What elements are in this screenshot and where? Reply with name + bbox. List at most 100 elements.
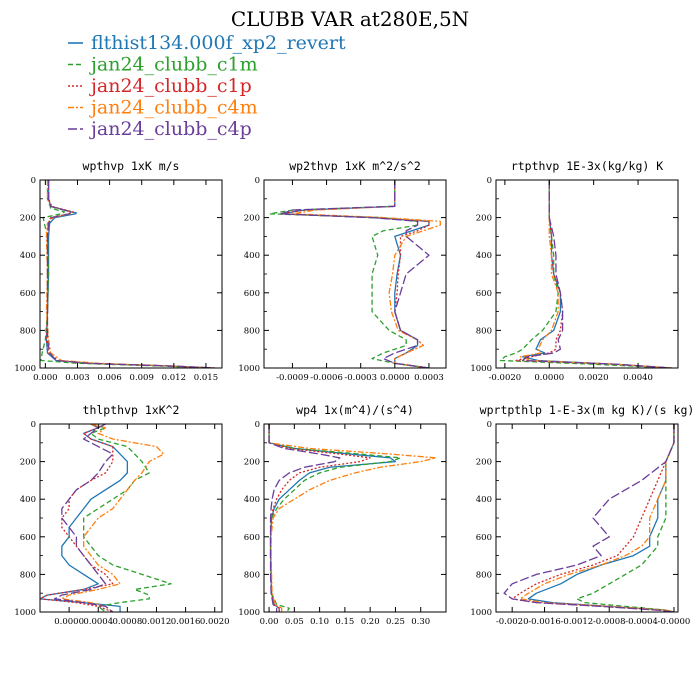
- legend-entry: jan24_clubb_c1p: [68, 75, 252, 97]
- y-tick-label: 0: [255, 176, 260, 186]
- x-tick-label: -0.0012: [561, 617, 594, 627]
- x-tick-label: 0.0000: [534, 373, 564, 383]
- plot-frame: [495, 423, 679, 613]
- legend-label: jan24_clubb_c4p: [89, 118, 252, 140]
- x-tick-label: -0.0009: [276, 373, 309, 383]
- legend-label: jan24_clubb_c4m: [89, 97, 258, 119]
- y-tick-label: 0: [487, 176, 492, 186]
- series-line: [45, 180, 215, 368]
- x-tick-label: 0.0000: [54, 617, 84, 627]
- legend-label: flthist134.000f_xp2_revert: [91, 32, 346, 54]
- series-group: [268, 424, 437, 612]
- y-tick-label: 200: [244, 214, 260, 224]
- series-group: [40, 180, 215, 368]
- series-line: [527, 424, 675, 612]
- series-line: [268, 424, 341, 612]
- x-tick-label: -0.0000: [658, 617, 691, 627]
- y-tick-label: 400: [20, 251, 36, 261]
- series-line: [40, 424, 129, 612]
- series-line: [503, 424, 675, 612]
- y-tick-label: 1000: [238, 608, 260, 618]
- plot-frame: [39, 179, 223, 369]
- x-tick-label: -0.0020: [489, 373, 522, 383]
- panel-3: rtpthvp 1E-3x(kg/kg) K 0 200 400 600 800 1000-…: [470, 159, 679, 383]
- y-tick-label: 400: [476, 495, 492, 505]
- y-tick-label: 400: [244, 251, 260, 261]
- x-tick-label: 0.000: [33, 373, 57, 383]
- series-line: [83, 424, 172, 612]
- series-line: [521, 180, 672, 368]
- y-tick-label: 1000: [14, 608, 36, 618]
- y-tick-label: 800: [476, 326, 492, 336]
- y-tick-label: 600: [20, 289, 36, 299]
- y-tick-label: 200: [20, 458, 36, 468]
- figure-title: CLUBB VAR at280E,5N: [231, 7, 469, 31]
- x-tick-label: 0.25: [386, 617, 405, 627]
- x-tick-label: 0.0003: [414, 373, 444, 383]
- series-line: [576, 424, 675, 612]
- legend-entry: jan24_clubb_c4m: [68, 97, 258, 119]
- y-tick-label: 200: [476, 458, 492, 468]
- plot-frame: [39, 423, 223, 613]
- series-line: [291, 180, 441, 368]
- panel-title: rtpthvp 1E-3x(kg/kg) K: [511, 159, 663, 173]
- series-line: [515, 180, 672, 368]
- x-tick-label: 0.003: [65, 373, 89, 383]
- y-tick-label: 600: [244, 289, 260, 299]
- y-tick-label: 1000: [470, 364, 492, 374]
- series-line: [499, 180, 672, 368]
- y-tick-label: 800: [20, 570, 36, 580]
- x-tick-label: 0.30: [411, 617, 430, 627]
- x-tick-label: -0.0020: [496, 617, 529, 627]
- series-line: [45, 180, 215, 368]
- y-tick-label: 200: [20, 214, 36, 224]
- panel-2: wp2thvp 1xK m^2/s^2 0 200 400 600 800 1000 -0.0…: [238, 159, 447, 383]
- legend: flthist134.000f_xp2_revert jan24_clubb_c1…: [68, 32, 346, 140]
- y-tick-label: 0: [487, 420, 492, 430]
- y-tick-label: 600: [20, 533, 36, 543]
- panel-title: thlpthvp 1xK^2: [83, 403, 180, 417]
- panel-title: wp4 1x(m^4)/(s^4): [296, 403, 414, 417]
- y-tick-label: 800: [244, 326, 260, 336]
- y-tick-label: 600: [476, 533, 492, 543]
- y-tick-label: 0: [255, 420, 260, 430]
- y-tick-label: 200: [476, 214, 492, 224]
- series-line: [45, 180, 215, 368]
- series-line: [40, 180, 212, 368]
- y-tick-label: 0: [31, 420, 36, 430]
- series-line: [53, 424, 114, 612]
- y-tick-label: 800: [20, 326, 36, 336]
- series-group: [269, 180, 441, 368]
- legend-entry: jan24_clubb_c4p: [68, 118, 252, 140]
- x-tick-label: 0.0000: [380, 373, 410, 383]
- panel-title: wpthvp 1xK m/s: [83, 159, 180, 173]
- x-tick-label: 0.0012: [142, 617, 172, 627]
- legend-label: jan24_clubb_c1p: [89, 75, 252, 97]
- y-tick-label: 400: [244, 495, 260, 505]
- y-tick-label: 600: [476, 289, 492, 299]
- y-tick-label: 0: [31, 176, 36, 186]
- series-line: [521, 180, 672, 368]
- panel-title: wp2thvp 1xK m^2/s^2: [289, 159, 421, 173]
- y-tick-label: 800: [244, 570, 260, 580]
- x-tick-label: 0.006: [97, 373, 121, 383]
- plot-frame: [495, 179, 679, 369]
- x-tick-label: -0.0006: [310, 373, 343, 383]
- series-line: [519, 180, 672, 368]
- x-tick-label: 0.0020: [579, 373, 609, 383]
- series-line: [61, 424, 165, 612]
- series-line: [46, 180, 215, 368]
- x-tick-label: 0.15: [335, 617, 354, 627]
- y-tick-label: 400: [20, 495, 36, 505]
- series-group: [499, 180, 672, 368]
- x-tick-label: 0.0020: [200, 617, 230, 627]
- x-tick-label: 0.0004: [83, 617, 113, 627]
- series-line: [519, 424, 675, 612]
- x-tick-label: 0.0040: [623, 373, 653, 383]
- y-tick-label: 1000: [14, 364, 36, 374]
- x-tick-label: 0.015: [194, 373, 218, 383]
